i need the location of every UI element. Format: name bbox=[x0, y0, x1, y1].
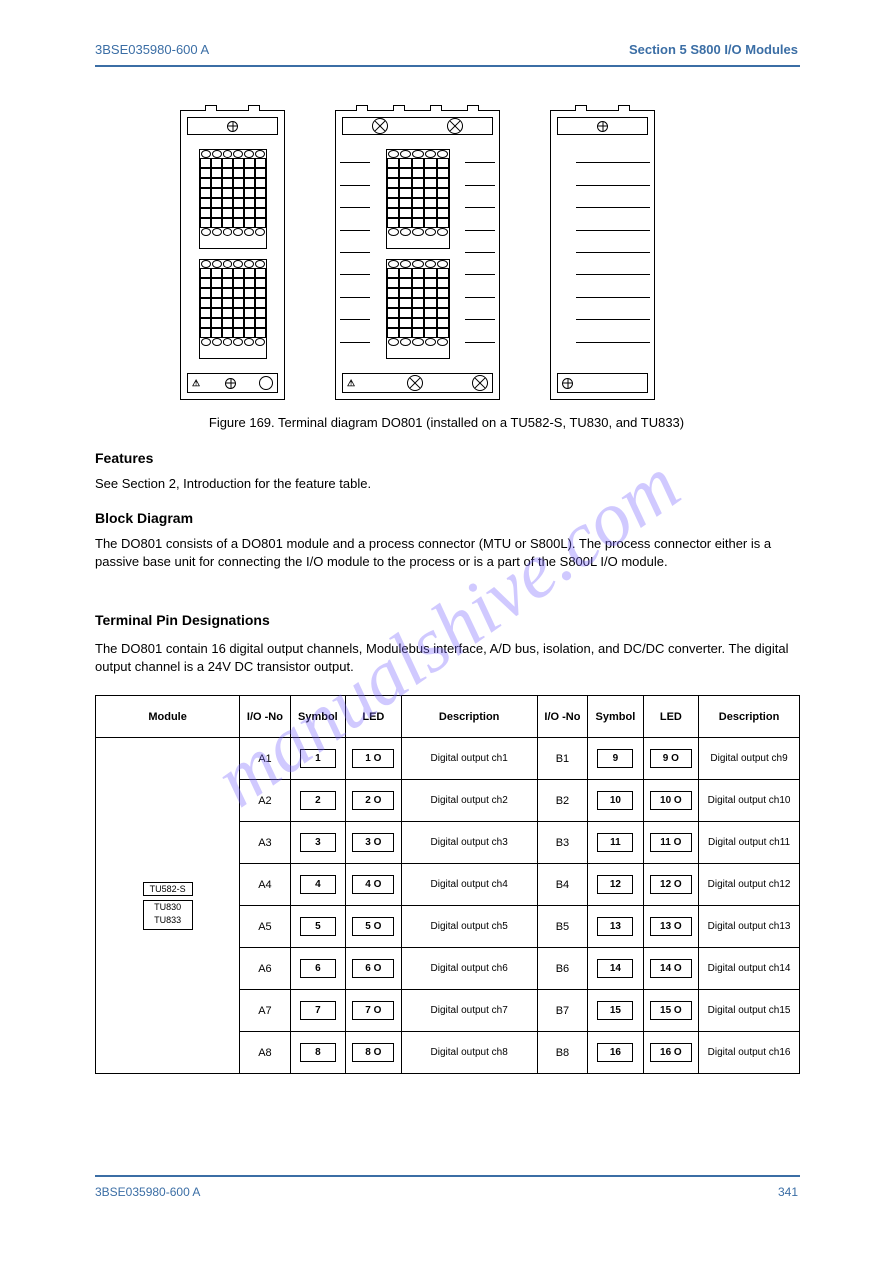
cell-sym: 5 bbox=[290, 906, 345, 948]
cell-desc2: Digital output ch12 bbox=[699, 864, 800, 906]
th-led: LED bbox=[346, 696, 401, 738]
cell-sym: 6 bbox=[290, 948, 345, 990]
features-text: See Section 2, Introduction for the feat… bbox=[95, 475, 798, 493]
module-diagram-tu830: ⚠ bbox=[335, 110, 500, 400]
cell-no2: B8 bbox=[537, 1032, 587, 1074]
cell-sym: 7 bbox=[290, 990, 345, 1032]
cell-sym2: 16 bbox=[588, 1032, 643, 1074]
cell-led: 5 O bbox=[346, 906, 401, 948]
table-header-row: Module I/O -No Symbol LED Description I/… bbox=[96, 696, 800, 738]
cell-no: A4 bbox=[240, 864, 290, 906]
footer-left: 3BSE035980-600 A bbox=[95, 1185, 200, 1199]
cell-no2: B3 bbox=[537, 822, 587, 864]
cell-led2: 15 O bbox=[643, 990, 698, 1032]
cell-desc2: Digital output ch13 bbox=[699, 906, 800, 948]
cell-led: 2 O bbox=[346, 780, 401, 822]
cell-sym: 4 bbox=[290, 864, 345, 906]
th-io-no: I/O -No bbox=[240, 696, 290, 738]
th-symbol: Symbol bbox=[290, 696, 345, 738]
cell-no: A1 bbox=[240, 738, 290, 780]
features-heading: Features bbox=[95, 450, 153, 466]
cell-no2: B1 bbox=[537, 738, 587, 780]
cell-led2: 9 O bbox=[643, 738, 698, 780]
block-diagram-text2: The DO801 contain 16 digital output chan… bbox=[95, 640, 798, 676]
cell-no2: B5 bbox=[537, 906, 587, 948]
module-cell: TU582-S TU830TU833 bbox=[96, 738, 240, 1074]
cell-no: A6 bbox=[240, 948, 290, 990]
cell-no: A8 bbox=[240, 1032, 290, 1074]
footer-right: 341 bbox=[778, 1185, 798, 1199]
terminal-table: Module I/O -No Symbol LED Description I/… bbox=[95, 695, 800, 1074]
cell-led2: 13 O bbox=[643, 906, 698, 948]
module-diagram-tu582s: ⚠ bbox=[180, 110, 285, 400]
module-box-tu830-tu833: TU830TU833 bbox=[143, 900, 193, 930]
figure-caption: Figure 169. Terminal diagram DO801 (inst… bbox=[95, 415, 798, 430]
cell-desc2: Digital output ch16 bbox=[699, 1032, 800, 1074]
cell-sym2: 14 bbox=[588, 948, 643, 990]
cell-led2: 12 O bbox=[643, 864, 698, 906]
cell-desc2: Digital output ch14 bbox=[699, 948, 800, 990]
cell-sym2: 11 bbox=[588, 822, 643, 864]
cell-no: A2 bbox=[240, 780, 290, 822]
cell-desc2: Digital output ch10 bbox=[699, 780, 800, 822]
header-rule bbox=[95, 65, 800, 67]
cell-sym: 2 bbox=[290, 780, 345, 822]
cell-desc: Digital output ch8 bbox=[401, 1032, 537, 1074]
th-module: Module bbox=[96, 696, 240, 738]
terminal-heading: Terminal Pin Designations bbox=[95, 612, 270, 628]
cell-led2: 16 O bbox=[643, 1032, 698, 1074]
th-desc2: Description bbox=[699, 696, 800, 738]
module-diagrams: ⚠ ⚠ bbox=[180, 110, 655, 400]
cell-desc: Digital output ch7 bbox=[401, 990, 537, 1032]
cell-sym2: 13 bbox=[588, 906, 643, 948]
cell-sym2: 10 bbox=[588, 780, 643, 822]
cell-sym: 3 bbox=[290, 822, 345, 864]
cell-desc2: Digital output ch15 bbox=[699, 990, 800, 1032]
cell-desc: Digital output ch6 bbox=[401, 948, 537, 990]
cell-led: 6 O bbox=[346, 948, 401, 990]
cell-led2: 10 O bbox=[643, 780, 698, 822]
cell-led2: 14 O bbox=[643, 948, 698, 990]
cell-sym: 1 bbox=[290, 738, 345, 780]
cell-no: A5 bbox=[240, 906, 290, 948]
cell-no2: B4 bbox=[537, 864, 587, 906]
block-diagram-text1: The DO801 consists of a DO801 module and… bbox=[95, 535, 798, 571]
th-desc: Description bbox=[401, 696, 537, 738]
module-box-tu582s: TU582-S bbox=[143, 882, 193, 896]
cell-no: A7 bbox=[240, 990, 290, 1032]
block-diagram-heading: Block Diagram bbox=[95, 510, 193, 526]
cell-desc2: Digital output ch9 bbox=[699, 738, 800, 780]
header-right: Section 5 S800 I/O Modules bbox=[629, 42, 798, 57]
th-symbol2: Symbol bbox=[588, 696, 643, 738]
cell-led: 8 O bbox=[346, 1032, 401, 1074]
cell-desc: Digital output ch4 bbox=[401, 864, 537, 906]
cell-desc: Digital output ch5 bbox=[401, 906, 537, 948]
cell-led: 3 O bbox=[346, 822, 401, 864]
footer-rule bbox=[95, 1175, 800, 1177]
cell-led2: 11 O bbox=[643, 822, 698, 864]
cell-sym: 8 bbox=[290, 1032, 345, 1074]
cell-no2: B7 bbox=[537, 990, 587, 1032]
header-left: 3BSE035980-600 A bbox=[95, 42, 209, 57]
cell-desc: Digital output ch1 bbox=[401, 738, 537, 780]
table-row: TU582-STU830TU833A111 ODigital output ch… bbox=[96, 738, 800, 780]
th-io-no2: I/O -No bbox=[537, 696, 587, 738]
cell-desc2: Digital output ch11 bbox=[699, 822, 800, 864]
th-led2: LED bbox=[643, 696, 698, 738]
cell-no2: B6 bbox=[537, 948, 587, 990]
cell-sym2: 9 bbox=[588, 738, 643, 780]
cell-desc: Digital output ch3 bbox=[401, 822, 537, 864]
cell-led: 4 O bbox=[346, 864, 401, 906]
cell-no2: B2 bbox=[537, 780, 587, 822]
cell-led: 7 O bbox=[346, 990, 401, 1032]
cell-no: A3 bbox=[240, 822, 290, 864]
module-diagram-tu833 bbox=[550, 110, 655, 400]
cell-led: 1 O bbox=[346, 738, 401, 780]
cell-sym2: 15 bbox=[588, 990, 643, 1032]
cell-desc: Digital output ch2 bbox=[401, 780, 537, 822]
cell-sym2: 12 bbox=[588, 864, 643, 906]
